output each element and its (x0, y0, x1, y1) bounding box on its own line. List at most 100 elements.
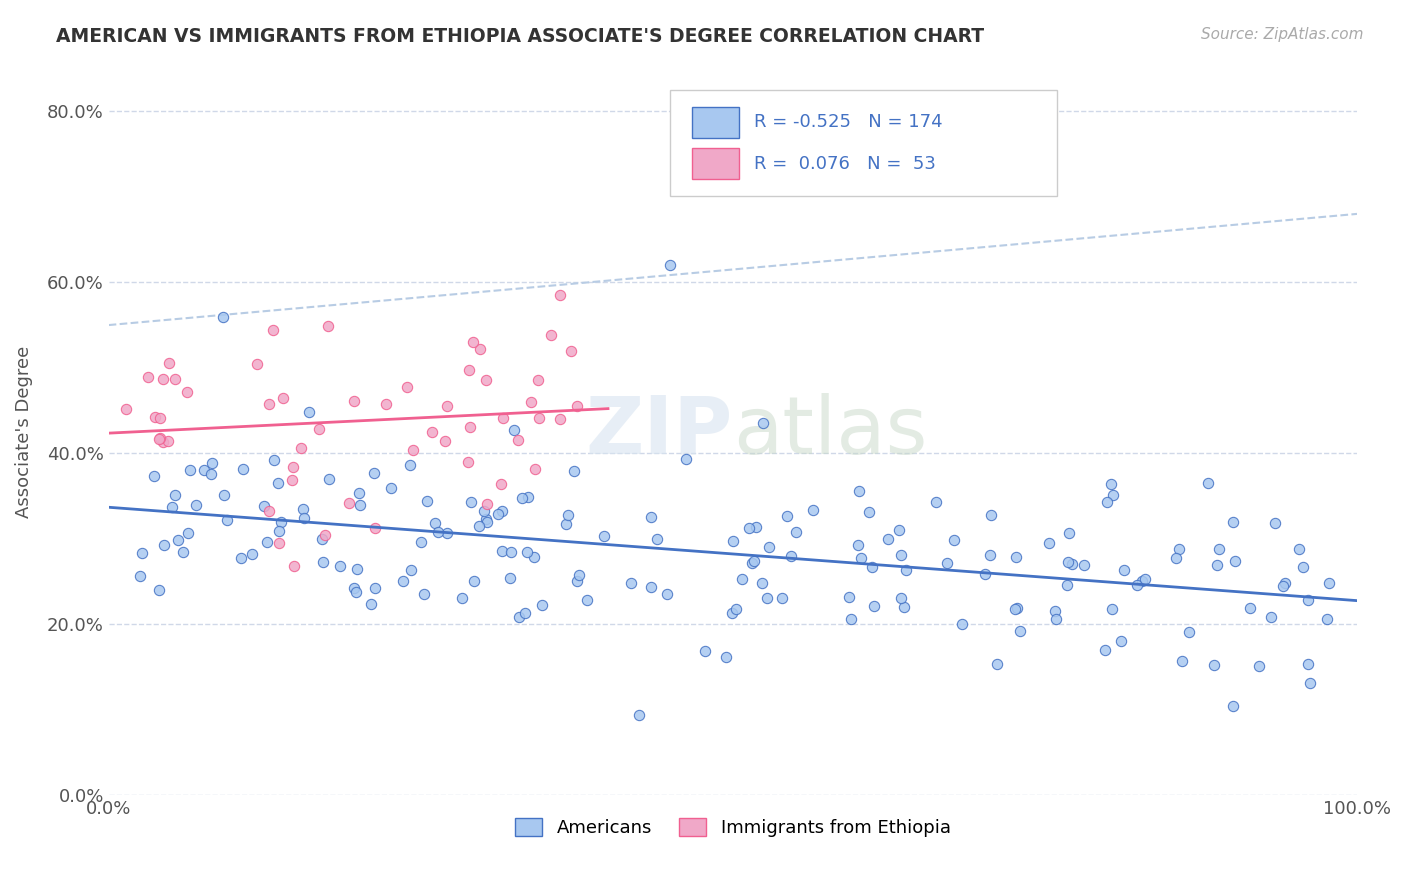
Point (402, 443, 425, 458)
Point (755, 591, 778, 605)
Point (890, 591, 912, 605)
Text: Source: ZipAtlas.com: Source: ZipAtlas.com (1201, 27, 1364, 42)
Point (291, 501, 314, 516)
Point (457, 363, 479, 377)
Point (149, 411, 172, 425)
Point (1056, 578, 1078, 592)
Point (776, 509, 799, 524)
Point (619, 576, 641, 591)
Point (1164, 551, 1187, 566)
Point (245, 357, 267, 371)
Point (894, 563, 917, 577)
Point (267, 536, 290, 550)
Point (1197, 475, 1219, 490)
Point (475, 512, 498, 526)
Point (1178, 625, 1201, 640)
Point (267, 524, 290, 538)
Point (950, 617, 973, 632)
Point (529, 411, 551, 425)
Point (212, 488, 235, 502)
Point (508, 610, 530, 624)
Point (1299, 675, 1322, 690)
Point (292, 510, 315, 524)
Point (540, 327, 562, 342)
Point (349, 486, 371, 500)
Point (232, 462, 254, 476)
Point (298, 405, 321, 419)
Point (1167, 542, 1189, 557)
Point (172, 545, 194, 559)
Point (1317, 575, 1340, 590)
Point (391, 574, 413, 589)
Point (363, 466, 385, 480)
Point (1260, 610, 1282, 624)
Point (257, 397, 280, 411)
Point (270, 516, 292, 530)
Point (179, 463, 201, 477)
Point (741, 556, 763, 570)
Point (751, 576, 773, 591)
Point (201, 456, 224, 470)
Point (980, 508, 1002, 522)
Point (640, 580, 662, 594)
Point (721, 534, 744, 549)
Point (346, 562, 368, 576)
Point (364, 520, 387, 534)
Point (752, 416, 775, 430)
Point (1114, 564, 1136, 578)
Point (523, 462, 546, 476)
Point (860, 560, 883, 574)
Point (742, 554, 765, 568)
Point (801, 503, 824, 517)
Point (1264, 516, 1286, 531)
Point (1208, 541, 1230, 556)
Point (489, 477, 512, 491)
Point (344, 585, 367, 599)
Point (349, 498, 371, 512)
Bar (692, 148, 740, 179)
Point (513, 606, 536, 620)
Point (436, 525, 458, 540)
FancyBboxPatch shape (671, 90, 1057, 195)
Point (475, 373, 498, 387)
Point (411, 534, 433, 549)
Point (557, 508, 579, 522)
Point (659, 258, 682, 272)
Point (262, 323, 284, 337)
Point (858, 504, 880, 518)
Point (695, 644, 717, 658)
Legend: Americans, Immigrants from Ethiopia: Americans, Immigrants from Ethiopia (508, 811, 957, 845)
Point (520, 395, 543, 409)
Point (153, 538, 176, 552)
Point (1099, 476, 1122, 491)
Point (510, 491, 533, 506)
Point (283, 558, 305, 573)
Point (1316, 612, 1339, 626)
Point (290, 442, 312, 456)
Point (468, 342, 491, 356)
Point (240, 547, 263, 561)
Point (308, 422, 330, 436)
Point (576, 592, 599, 607)
Point (1239, 601, 1261, 615)
Text: R = -0.525   N = 174: R = -0.525 N = 174 (754, 112, 942, 130)
Point (167, 533, 190, 547)
Point (375, 397, 398, 411)
Point (548, 288, 571, 302)
Point (184, 498, 207, 512)
Point (731, 572, 754, 586)
Point (1133, 572, 1156, 586)
Point (460, 494, 482, 508)
Point (1043, 604, 1066, 618)
Point (399, 563, 422, 577)
Point (1274, 576, 1296, 591)
Point (475, 497, 498, 511)
Point (436, 399, 458, 413)
Point (156, 434, 179, 448)
Text: R =  0.076   N =  53: R = 0.076 N = 53 (754, 154, 936, 173)
Point (1008, 624, 1031, 638)
Point (1223, 554, 1246, 568)
Point (420, 425, 443, 439)
Point (943, 533, 966, 547)
Point (281, 473, 304, 487)
